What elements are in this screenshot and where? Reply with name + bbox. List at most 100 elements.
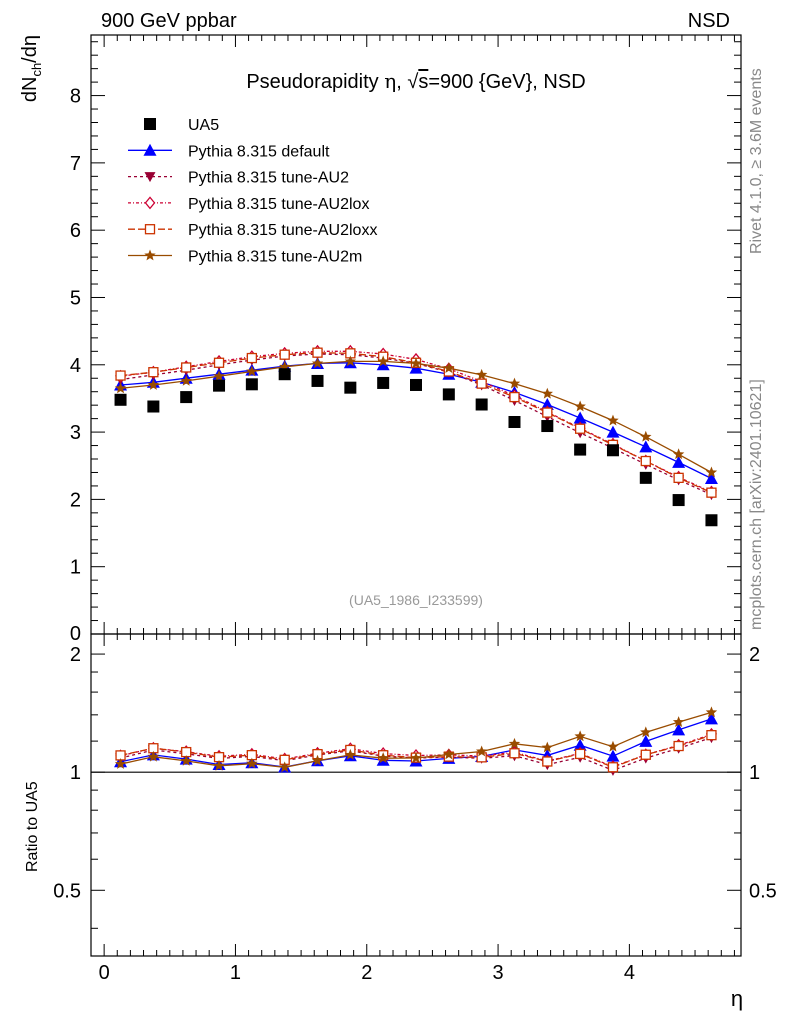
series-3-ratio-point bbox=[706, 730, 717, 741]
x-tick-label: 2 bbox=[361, 962, 372, 984]
series-4-point bbox=[672, 448, 685, 460]
series-3-point bbox=[213, 357, 225, 368]
series-3-point bbox=[640, 455, 651, 467]
series-3-point bbox=[706, 487, 717, 498]
series-0-point bbox=[606, 425, 620, 438]
y-tick-label-main: 3 bbox=[70, 422, 81, 444]
series-3-ratio-point bbox=[673, 740, 684, 752]
series-4-ratio-point bbox=[246, 757, 258, 769]
legend-label: Pythia 8.315 tune-AU2loxx bbox=[188, 222, 377, 239]
series-3-ratio-point bbox=[574, 748, 586, 760]
data-point-ua5 bbox=[278, 368, 291, 381]
y-tick-label-ratio: 0.5 bbox=[53, 880, 81, 902]
series-3-point bbox=[476, 378, 487, 389]
series-3-ratio-point bbox=[640, 749, 651, 760]
series-3-point bbox=[673, 472, 684, 484]
x-tick-label: 3 bbox=[493, 962, 504, 984]
title-sqrt: √ bbox=[407, 71, 418, 93]
data-point-ua5 bbox=[541, 420, 554, 433]
data-point-ua5 bbox=[180, 391, 193, 404]
series-3-point bbox=[542, 407, 553, 418]
data-point-ua5 bbox=[475, 398, 488, 411]
main-plot-series bbox=[114, 344, 718, 527]
series-0-point bbox=[639, 440, 653, 453]
series-4-ratio-point bbox=[574, 730, 586, 742]
rivet-label: Rivet 4.1.0, ≥ 3.6M events bbox=[748, 68, 765, 254]
title-sep: , bbox=[396, 71, 407, 93]
series-4-line bbox=[120, 360, 712, 474]
series-4-ratio-point bbox=[311, 754, 324, 766]
legend-marker bbox=[144, 196, 156, 210]
series-3-point bbox=[312, 347, 323, 358]
data-point-ua5 bbox=[672, 494, 685, 507]
legend: UA5 Pythia 8.315 default Pythia 8.315 tune… bbox=[128, 117, 377, 266]
y-tick-label-ratio-right: 1 bbox=[749, 762, 760, 784]
series-0-point bbox=[376, 358, 390, 371]
series-3-point bbox=[148, 367, 159, 378]
series-4-point bbox=[574, 400, 586, 412]
analysis-watermark: (UA5_1986_I233599) bbox=[349, 592, 483, 608]
series-4-point bbox=[640, 430, 652, 442]
x-tick-label: 4 bbox=[624, 962, 635, 984]
series-3-line bbox=[120, 352, 712, 494]
legend-label: Pythia 8.315 tune-AU2 bbox=[188, 170, 349, 187]
x-axis-label: η bbox=[731, 986, 743, 1011]
series-4-ratio-point bbox=[705, 706, 718, 718]
y-tick-label-ratio: 1 bbox=[70, 762, 81, 784]
x-tick-label: 1 bbox=[230, 962, 241, 984]
series-3-ratio-point bbox=[476, 752, 487, 763]
legend-marker bbox=[144, 224, 156, 235]
data-point-ua5 bbox=[442, 388, 455, 401]
y-tick-label-main: 6 bbox=[70, 220, 81, 242]
legend-label: Pythia 8.315 tune-AU2lox bbox=[188, 196, 369, 213]
x-tick-label: 0 bbox=[99, 962, 110, 984]
series-4-point bbox=[705, 466, 718, 478]
series-4-point bbox=[508, 377, 521, 389]
series-0-point bbox=[540, 397, 554, 410]
series-4-point bbox=[377, 355, 389, 367]
legend-marker bbox=[144, 118, 156, 130]
series-4-ratio-point bbox=[278, 761, 291, 773]
data-point-ua5 bbox=[639, 471, 652, 484]
ylabel-b: /dη bbox=[19, 35, 41, 63]
header-left: 900 GeV ppbar bbox=[101, 10, 237, 32]
data-point-ua5 bbox=[147, 400, 160, 413]
series-4-ratio-point bbox=[672, 716, 685, 727]
title-pre: Pseudorapidity bbox=[246, 71, 384, 93]
series-3-point bbox=[246, 352, 258, 364]
data-point-ua5 bbox=[410, 378, 422, 391]
series-4-ratio-point bbox=[377, 752, 389, 764]
series-4-ratio-point bbox=[508, 737, 521, 749]
series-4-ratio-point bbox=[541, 741, 554, 753]
series-0-point bbox=[672, 455, 686, 468]
series-4-point bbox=[541, 387, 554, 399]
series-3-point bbox=[574, 423, 586, 434]
series-4-ratio-point bbox=[607, 740, 619, 752]
y-tick-label-ratio-right: 0.5 bbox=[749, 880, 777, 902]
data-point-ua5 bbox=[213, 379, 226, 392]
series-0-ratio-point bbox=[704, 712, 718, 725]
chart-title: Pseudorapidity η, √s=900 {GeV}, NSD bbox=[246, 69, 585, 93]
series-4-point bbox=[311, 357, 324, 369]
series-4-point bbox=[607, 414, 619, 426]
series-4-ratio-point bbox=[213, 759, 225, 771]
data-point-ua5 bbox=[377, 376, 390, 389]
legend-marker bbox=[144, 249, 156, 261]
mcplots-label: mcplots.cern.ch [arXiv:2401.10621] bbox=[748, 379, 765, 630]
y-tick-label-main: 1 bbox=[70, 557, 81, 579]
series-4-ratio-point bbox=[344, 748, 357, 760]
tick-labels: 0 1 2 3 4 1 2 3 4 5 6 7 8 0 0.5 0.5 1 1 2 2 bbox=[53, 86, 777, 984]
title-s: s bbox=[418, 71, 428, 93]
y-tick-label-main: 4 bbox=[70, 355, 81, 377]
series-4-point bbox=[278, 360, 291, 372]
data-point-ua5 bbox=[114, 393, 127, 406]
series-4-point bbox=[246, 365, 258, 377]
data-point-ua5 bbox=[245, 378, 258, 391]
series-3-point bbox=[115, 370, 126, 381]
series-4-point bbox=[475, 368, 488, 380]
series-0-ratio-point bbox=[573, 738, 587, 751]
series-3-point bbox=[509, 391, 520, 403]
series-0-point bbox=[573, 411, 587, 424]
series-4-point bbox=[344, 355, 357, 367]
